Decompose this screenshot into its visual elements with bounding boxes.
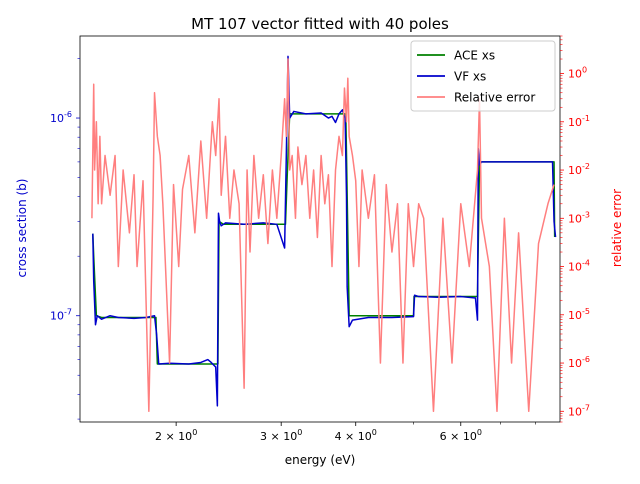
- y-right-tick-label: 100: [568, 66, 587, 81]
- y-left-tick-label: 10-6: [50, 110, 72, 125]
- series-group: [91, 55, 557, 413]
- legend: ACE xs VF xs Relative error: [410, 40, 556, 112]
- y-right-tick-label: 10-6: [568, 355, 590, 370]
- x-tick-label: 6 × 100: [440, 428, 482, 443]
- legend-label: Relative error: [454, 91, 535, 105]
- y-right-tick-label: 10-7: [568, 403, 590, 418]
- chart-title: MT 107 vector fitted with 40 poles: [191, 15, 449, 33]
- y-right-tick-label: 10-4: [568, 259, 590, 274]
- legend-label: VF xs: [454, 70, 486, 84]
- legend-box: [410, 40, 556, 112]
- plot-area: [91, 55, 557, 413]
- y-right-tick-label: 10-5: [568, 307, 590, 322]
- x-tick-label: 2 × 100: [155, 428, 197, 443]
- x-axis-label: energy (eV): [285, 453, 356, 467]
- series-line-relative-error: [91, 58, 555, 413]
- y-right-tick-label: 10-3: [568, 210, 590, 225]
- axes: 2 × 100 3 × 100 4 × 100 6 × 100 10-7 10-6 10-7…: [50, 35, 590, 443]
- series-line-vf-xs: [92, 55, 557, 407]
- legend-label: ACE xs: [454, 49, 495, 63]
- y-right-tick-label: 10-1: [568, 114, 590, 129]
- y-axis-label-right: relative error: [610, 189, 624, 267]
- y-axis-label-left: cross section (b): [15, 179, 29, 278]
- x-tick-label: 4 × 100: [335, 428, 377, 443]
- y-right-tick-label: 10-2: [568, 162, 590, 177]
- y-left-tick-label: 10-7: [50, 308, 72, 323]
- x-tick-label: 3 × 100: [260, 428, 302, 443]
